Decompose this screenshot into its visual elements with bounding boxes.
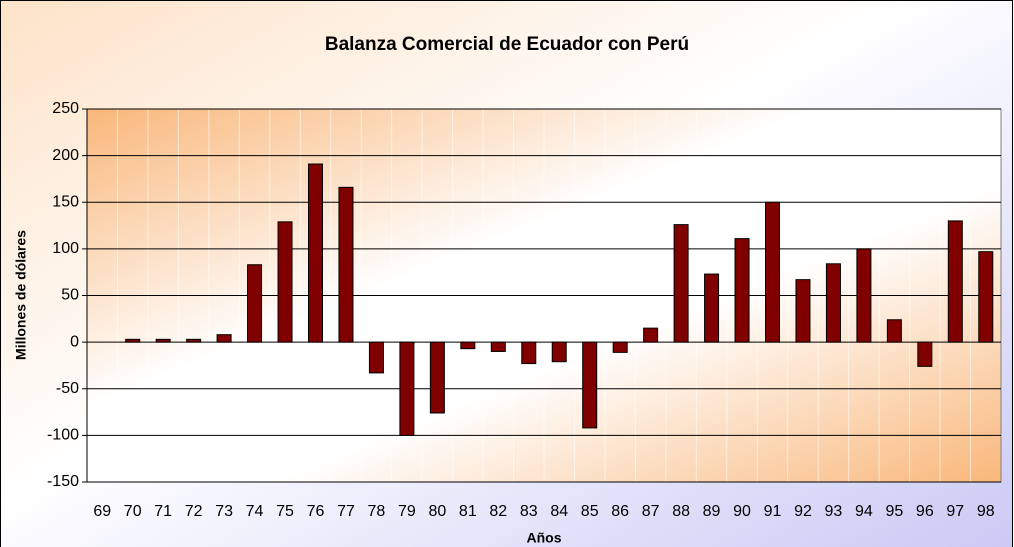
bar	[460, 341, 476, 350]
x-tick-label: 94	[855, 503, 873, 520]
x-tick-label: 70	[124, 503, 142, 520]
bar	[247, 264, 263, 343]
x-tick-label: 88	[672, 503, 690, 520]
bar	[399, 341, 415, 436]
bar	[186, 338, 202, 343]
x-tick-label: 71	[154, 503, 172, 520]
x-tick-label: 86	[611, 503, 629, 520]
x-tick-label: 84	[550, 503, 568, 520]
bar	[886, 319, 902, 343]
y-tick-label: -150	[47, 473, 79, 490]
bar	[765, 201, 780, 343]
x-tick-label: 73	[215, 503, 233, 520]
bar	[155, 338, 171, 343]
bar	[216, 334, 232, 343]
chart-title: Balanza Comercial de Ecuador con Perú	[325, 34, 689, 55]
bar	[277, 221, 293, 343]
x-tick-label: 79	[398, 503, 416, 520]
bar	[947, 220, 963, 343]
y-tick-label: 100	[52, 240, 79, 257]
x-tick-label: 77	[337, 503, 355, 520]
bar	[917, 341, 933, 367]
x-tick-label: 78	[368, 503, 386, 520]
x-tick-label: 96	[916, 503, 934, 520]
x-tick-label: 98	[977, 503, 995, 520]
y-tick-label: 200	[52, 147, 79, 164]
y-axis-label: Millones de dólares	[13, 230, 29, 360]
bar	[825, 263, 841, 343]
y-tick-label: -50	[56, 380, 79, 397]
y-tick-label: 50	[61, 287, 79, 304]
bar	[734, 238, 750, 343]
bar	[856, 248, 872, 343]
bar	[551, 341, 567, 363]
bar	[704, 273, 720, 343]
x-tick-label: 75	[276, 503, 294, 520]
x-tick-label: 90	[733, 503, 751, 520]
bar	[582, 341, 598, 429]
x-tick-label: 93	[825, 503, 843, 520]
x-tick-label: 83	[520, 503, 538, 520]
bar	[521, 341, 537, 365]
y-tick-label: -100	[47, 427, 79, 444]
y-tick-label: 250	[52, 100, 79, 117]
x-tick-label: 69	[93, 503, 111, 520]
x-tick-label: 76	[307, 503, 325, 520]
x-tick-label: 89	[703, 503, 721, 520]
bar	[612, 341, 628, 353]
x-tick-label: 92	[794, 503, 812, 520]
y-tick-label: 0	[70, 333, 79, 350]
x-tick-label: 80	[428, 503, 446, 520]
x-tick-label: 85	[581, 503, 599, 520]
x-tick-label: 97	[946, 503, 964, 520]
y-tick-label: 150	[52, 193, 79, 210]
x-tick-label: 91	[764, 503, 782, 520]
bar	[673, 224, 689, 343]
bar	[308, 163, 323, 343]
bar	[795, 279, 811, 343]
bar	[368, 341, 384, 374]
bar	[978, 251, 994, 343]
x-tick-label: 72	[185, 503, 203, 520]
bar	[429, 341, 445, 414]
x-tick-label: 95	[885, 503, 903, 520]
x-tick-label: 81	[459, 503, 477, 520]
bar	[125, 338, 141, 343]
bar	[490, 341, 506, 352]
x-tick-label: 87	[642, 503, 660, 520]
x-axis-label: Años	[527, 530, 562, 546]
bar	[643, 327, 659, 343]
x-tick-label: 74	[246, 503, 264, 520]
bar	[338, 186, 354, 343]
x-tick-label: 82	[489, 503, 507, 520]
